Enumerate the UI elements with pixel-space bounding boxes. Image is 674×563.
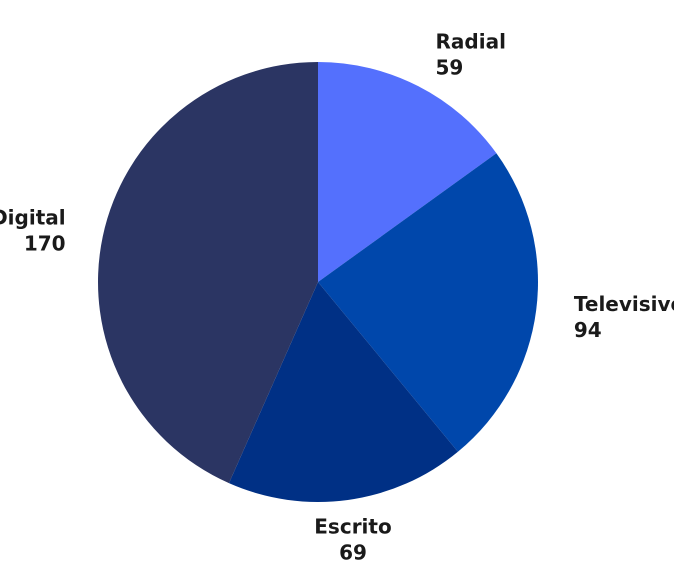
data-label-digital: Digital170 xyxy=(0,206,66,256)
slice-category-label: Televisivo xyxy=(574,292,674,316)
pie-slice-radial xyxy=(318,62,497,282)
pie-slice-televisivo xyxy=(318,153,539,452)
pie-slice-escrito xyxy=(228,282,458,502)
slice-category-label: Radial xyxy=(436,29,506,53)
pie-slice-digital xyxy=(98,62,318,484)
slice-value-label: 94 xyxy=(574,318,602,342)
data-label-radial: Radial 59 xyxy=(436,29,506,79)
pie-slices xyxy=(98,62,539,502)
data-label-televisivo: Televisivo 94 xyxy=(574,292,674,342)
slice-value-label: 69 xyxy=(339,541,367,563)
slice-value-label: 59 xyxy=(436,55,464,79)
data-label-escrito: Escrito 69 xyxy=(314,515,391,563)
slice-category-label: Escrito xyxy=(314,515,391,539)
slice-value-label: 170 xyxy=(24,232,66,256)
slice-category-label: Digital xyxy=(0,206,66,230)
